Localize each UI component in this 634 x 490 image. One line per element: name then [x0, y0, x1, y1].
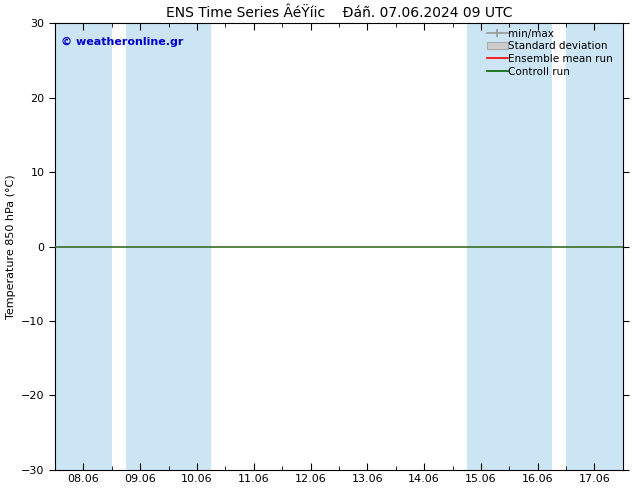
Legend: min/max, Standard deviation, Ensemble mean run, Controll run: min/max, Standard deviation, Ensemble me… [485, 26, 620, 78]
Bar [55, 24, 112, 469]
Y-axis label: Temperature 850 hPa (°C): Temperature 850 hPa (°C) [6, 174, 16, 319]
Bar [566, 24, 623, 469]
Bar [467, 24, 552, 469]
Bar [126, 24, 211, 469]
Title: ENS Time Series ÂéŸíic    Ðáñ. 07.06.2024 09 UTC: ENS Time Series ÂéŸíic Ðáñ. 07.06.2024 0… [165, 5, 512, 20]
Text: © weatheronline.gr: © weatheronline.gr [61, 37, 183, 47]
